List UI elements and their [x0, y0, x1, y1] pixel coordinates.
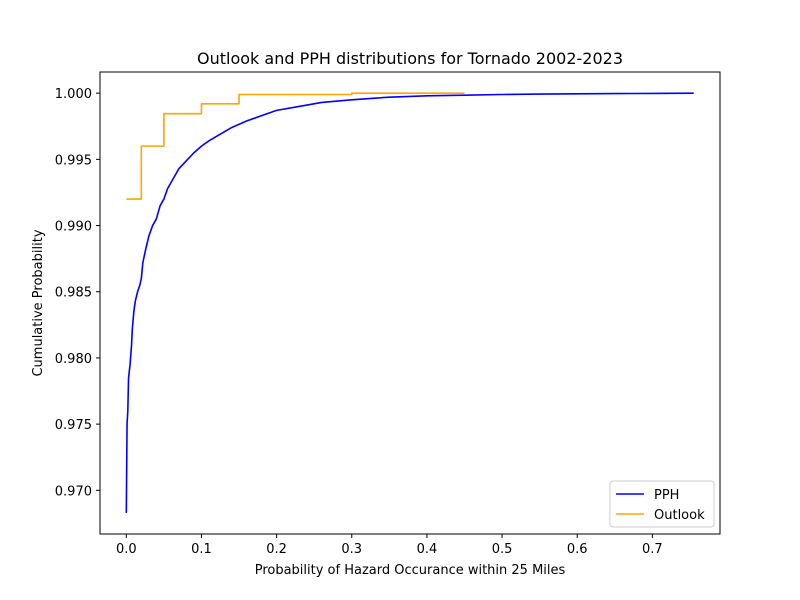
x-tick-label: 0.3: [341, 542, 362, 557]
legend: PPH Outlook: [609, 480, 715, 528]
axes-frame: [99, 71, 721, 535]
y-tick-label: 0.975: [55, 418, 92, 433]
chart-title: Outlook and PPH distributions for Tornad…: [197, 49, 623, 68]
y-axis: 0.970 0.975 0.980 0.985 0.990 0.995 1.000: [55, 87, 100, 499]
y-axis-label: Cumulative Probability: [31, 229, 46, 376]
series-line-pph: [125, 92, 694, 513]
legend-box: [609, 480, 715, 528]
x-tick-label: 0.5: [492, 542, 513, 557]
y-tick-label: 0.995: [55, 153, 92, 168]
x-tick-label: 0.0: [116, 542, 137, 557]
x-tick-label: 0.1: [191, 542, 212, 557]
x-axis: 0.0 0.1 0.2 0.3 0.4 0.5 0.6 0.7: [116, 534, 663, 557]
x-tick-label: 0.7: [642, 542, 663, 557]
legend-label-pph: PPH: [654, 488, 679, 503]
series-line-outlook: [126, 92, 465, 200]
x-tick-label: 0.6: [567, 542, 588, 557]
y-tick-label: 1.000: [55, 87, 92, 102]
y-tick-label: 0.980: [55, 352, 92, 367]
plot-area: [125, 92, 694, 513]
x-axis-label: Probability of Hazard Occurance within 2…: [255, 563, 566, 578]
y-tick-label: 0.985: [55, 286, 92, 301]
y-tick-label: 0.970: [55, 484, 92, 499]
x-tick-label: 0.2: [266, 542, 287, 557]
legend-label-outlook: Outlook: [654, 508, 705, 523]
y-tick-label: 0.990: [55, 220, 92, 235]
x-tick-label: 0.4: [417, 542, 438, 557]
